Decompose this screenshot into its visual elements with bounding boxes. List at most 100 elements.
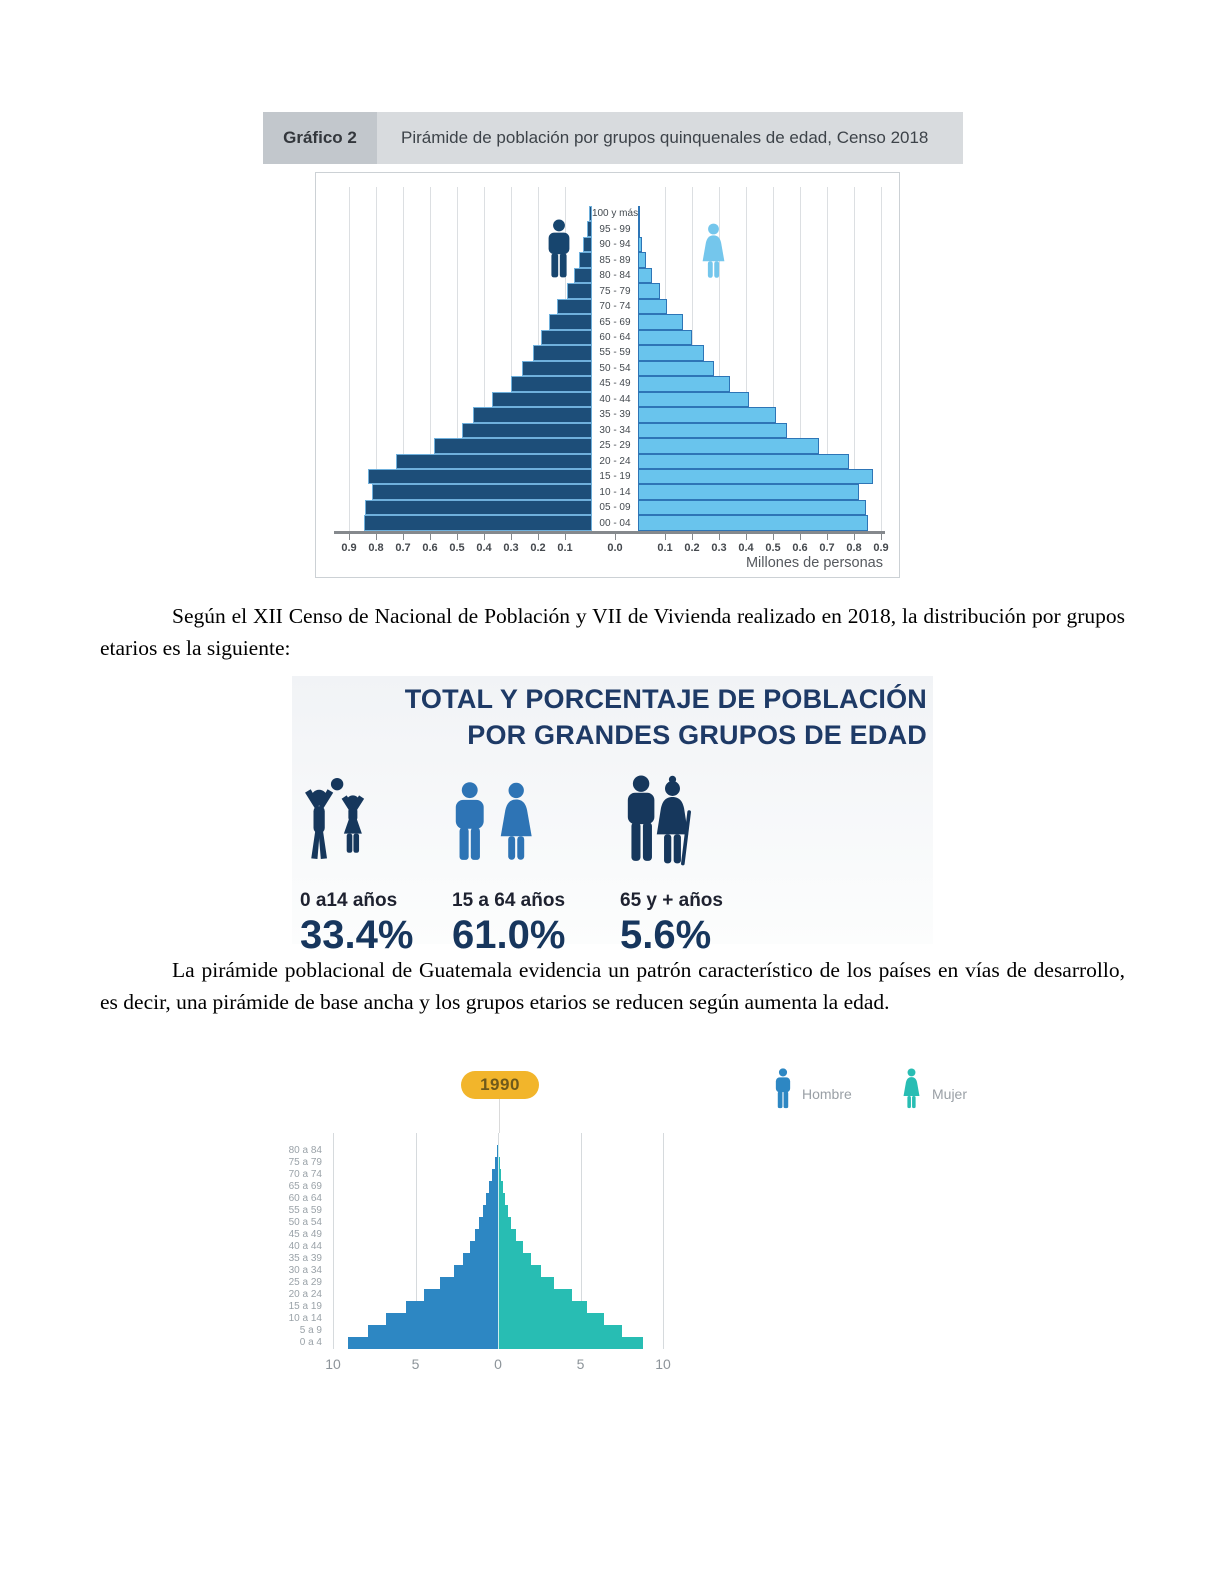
axis-tick-label: 0.0 bbox=[607, 542, 623, 554]
age-group-label: 50 - 54 bbox=[592, 360, 638, 377]
bar-hombre bbox=[489, 1181, 498, 1193]
men-half bbox=[349, 329, 592, 346]
women-half bbox=[638, 314, 881, 330]
axis-tick bbox=[800, 534, 801, 540]
axis-tick bbox=[746, 534, 747, 540]
bar-mujer bbox=[498, 1325, 622, 1337]
women-half bbox=[638, 453, 881, 469]
men-half bbox=[349, 314, 592, 330]
axis-tick-label: 0.1 bbox=[557, 542, 573, 554]
bar-mujer bbox=[498, 1193, 506, 1205]
male-icon bbox=[546, 219, 572, 283]
pyramid-row bbox=[333, 1241, 663, 1253]
women-half bbox=[498, 1169, 663, 1181]
axis-tick-label: 0.9 bbox=[341, 542, 357, 554]
pyramid-row bbox=[333, 1277, 663, 1289]
axis-tick-label: 10 bbox=[655, 1356, 671, 1372]
pyramid-row bbox=[333, 1157, 663, 1169]
axis-tick-label: 0.7 bbox=[395, 542, 411, 554]
age-group-label: 20 a 24 bbox=[288, 1289, 322, 1300]
group-children: 0 a14 años 33.4% bbox=[300, 774, 470, 956]
men-half bbox=[333, 1229, 498, 1241]
age-group-label: 90 - 94 bbox=[592, 236, 638, 253]
x-axis-ticks: 0.9 0.8 0.7 0.6 0.5 0.4 0.3 0.2 0.1 0.0 0.1 0.2 0.3 0… bbox=[341, 531, 889, 571]
center-axis-line bbox=[497, 1145, 499, 1349]
men-half bbox=[349, 360, 592, 377]
pyramid-row bbox=[333, 1325, 663, 1337]
women-half bbox=[498, 1157, 663, 1169]
pyramid-row: 100 y más bbox=[349, 206, 881, 222]
infographic-title: TOTAL Y PORCENTAJE DE POBLACIÓN POR GRAN… bbox=[405, 682, 927, 753]
axis-tick bbox=[827, 534, 828, 540]
gridline bbox=[746, 187, 747, 531]
age-group-label: 65 a 69 bbox=[288, 1181, 322, 1192]
axis-tick-label: 0.2 bbox=[530, 542, 546, 554]
figure-number-label: Gráfico 2 bbox=[263, 112, 377, 164]
bar-men bbox=[566, 283, 592, 299]
age-group-label: 75 a 79 bbox=[288, 1157, 322, 1168]
women-half bbox=[638, 515, 881, 531]
bar-men bbox=[583, 236, 592, 253]
bar-mujer bbox=[498, 1169, 502, 1181]
women-half bbox=[638, 360, 881, 377]
gridline bbox=[333, 1133, 334, 1349]
bar-women bbox=[638, 484, 860, 500]
axis-tick-label: 0.4 bbox=[476, 542, 492, 554]
women-half bbox=[498, 1229, 663, 1241]
pyramid-row: 85 - 89 bbox=[349, 252, 881, 268]
bar-men bbox=[365, 499, 592, 516]
age-group-label: 95 - 99 bbox=[592, 221, 638, 237]
bar-men bbox=[363, 515, 592, 531]
axis-tick bbox=[565, 534, 566, 540]
infographic-title-line2: POR GRANDES GRUPOS DE EDAD bbox=[467, 719, 927, 750]
bar-men bbox=[556, 298, 592, 315]
gridline bbox=[403, 187, 404, 531]
axis-tick bbox=[349, 534, 350, 540]
pyramid-row: 90 - 94 bbox=[349, 236, 881, 253]
women-half bbox=[638, 376, 881, 392]
axis-tick-label: 5 bbox=[411, 1356, 420, 1372]
axis-tick-label: 0.3 bbox=[711, 542, 727, 554]
axis-tick-label: 0.5 bbox=[765, 542, 781, 554]
age-group-labels: 80 a 84 75 a 79 70 a 74 65 a 69 60 a 64 55 a … bbox=[250, 1145, 326, 1349]
bar-mujer bbox=[498, 1337, 644, 1349]
bar-hombre bbox=[494, 1157, 498, 1169]
gridline bbox=[827, 187, 828, 531]
age-group-label: 15 - 19 bbox=[592, 468, 638, 485]
women-half bbox=[498, 1337, 663, 1349]
axis-tick bbox=[430, 534, 431, 540]
men-half bbox=[349, 407, 592, 423]
age-group-label: 20 - 24 bbox=[592, 453, 638, 469]
age-group-label: 50 a 54 bbox=[288, 1217, 322, 1228]
figure-title: Pirámide de población por grupos quinque… bbox=[377, 112, 963, 164]
gridline bbox=[511, 187, 512, 531]
men-half bbox=[333, 1181, 498, 1193]
axis-tick-label: 0.5 bbox=[449, 542, 465, 554]
men-half bbox=[333, 1157, 498, 1169]
pyramid-row bbox=[333, 1289, 663, 1301]
bar-women bbox=[638, 422, 787, 439]
bar-women bbox=[638, 298, 667, 315]
men-half bbox=[349, 221, 592, 237]
pyramid-row bbox=[333, 1337, 663, 1349]
women-half bbox=[638, 499, 881, 516]
men-half bbox=[333, 1325, 498, 1337]
women-half bbox=[498, 1241, 663, 1253]
axis-tick-label: 0.8 bbox=[846, 542, 862, 554]
women-half bbox=[638, 252, 881, 268]
bar-hombre bbox=[423, 1289, 498, 1301]
men-half bbox=[333, 1169, 498, 1181]
bar-women bbox=[638, 453, 849, 469]
women-half bbox=[498, 1265, 663, 1277]
pyramid-row: 45 - 49 bbox=[349, 376, 881, 392]
bar-women bbox=[638, 345, 705, 361]
women-half bbox=[638, 391, 881, 408]
women-half bbox=[498, 1253, 663, 1265]
age-group-label: 80 a 84 bbox=[288, 1145, 322, 1156]
men-half bbox=[349, 468, 592, 485]
bar-men bbox=[492, 391, 592, 408]
pyramid-row bbox=[333, 1193, 663, 1205]
men-half bbox=[349, 422, 592, 439]
pyramid-bars-layer: 100 y más 95 - 99 90 - 94 85 - 89 80 - 84 75 … bbox=[349, 206, 881, 531]
pyramid-row: 65 - 69 bbox=[349, 314, 881, 330]
